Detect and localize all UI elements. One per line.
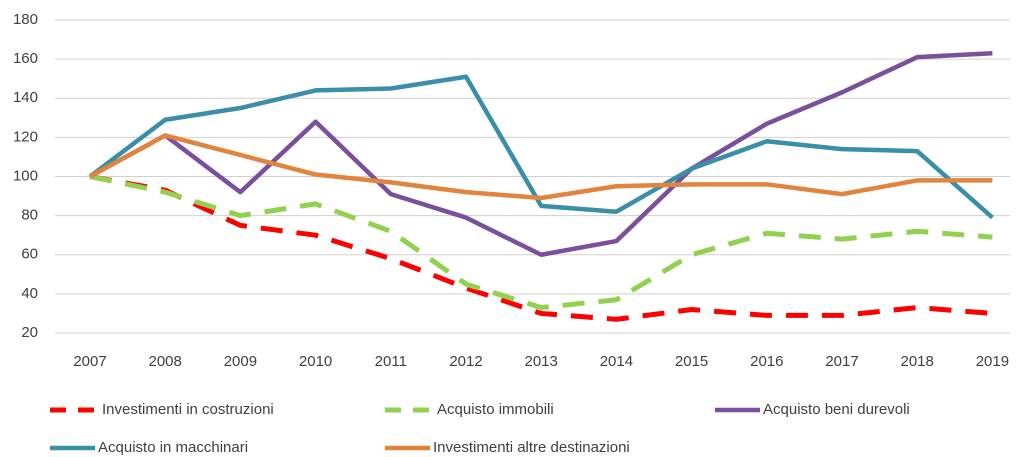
y-tick-label: 40 [21,285,38,302]
x-tick-label: 2011 [375,353,407,370]
legend-label: Acquisto in macchinari [98,439,248,456]
legend-label: Investimenti in costruzioni [102,401,274,418]
y-tick-label: 80 [21,207,38,224]
y-tick-label: 140 [13,89,38,106]
y-tick-label: 100 [13,167,38,184]
series-line [88,74,994,220]
x-tick-label: 2014 [600,353,633,370]
series-line [88,133,993,201]
series-line [89,174,993,322]
series-line [88,51,993,257]
x-tick-label: 2019 [976,353,1009,370]
legend-label: Investimenti altre destinazioni [433,439,630,456]
legend-label: Acquisto immobili [437,401,554,418]
legend-label: Acquisto beni durevoli [763,401,910,418]
y-tick-label: 20 [21,324,38,341]
x-tick-label: 2015 [675,353,708,370]
y-tick-label: 180 [13,11,38,28]
x-tick-label: 2012 [449,353,482,370]
x-tick-label: 2017 [825,353,858,370]
series-line [89,174,993,311]
y-tick-label: 60 [21,246,38,263]
x-tick-label: 2007 [73,353,106,370]
x-tick-label: 2010 [299,353,332,370]
x-tick-label: 2009 [224,353,257,370]
y-tick-label: 120 [13,128,38,145]
x-tick-label: 2018 [901,353,934,370]
y-tick-label: 160 [13,50,38,67]
x-tick-label: 2016 [750,353,783,370]
x-tick-label: 2013 [525,353,558,370]
x-tick-label: 2008 [149,353,182,370]
